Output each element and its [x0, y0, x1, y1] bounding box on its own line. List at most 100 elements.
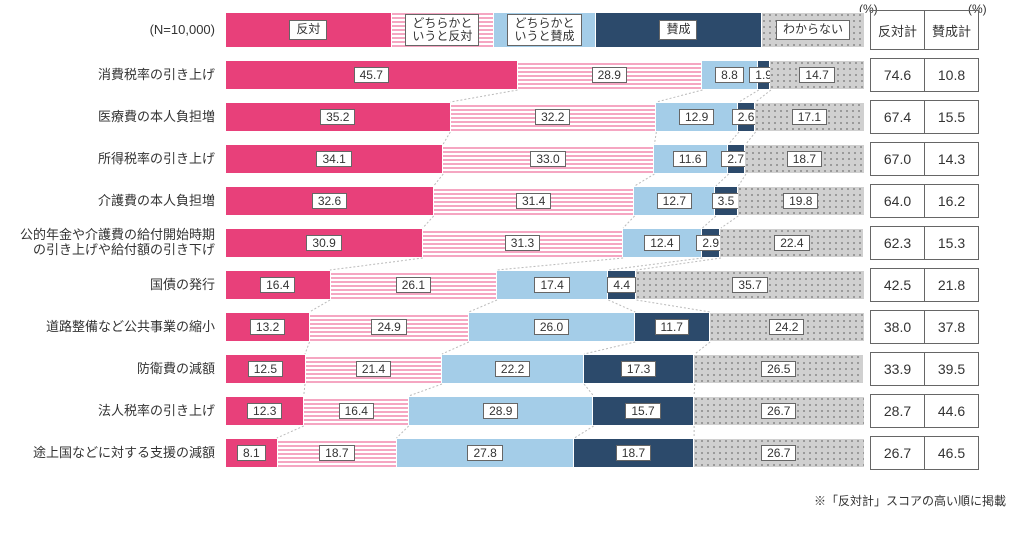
- bar-seg: 19.8: [738, 187, 864, 215]
- total-cell: 44.6: [924, 394, 979, 428]
- total-cell: 28.7: [870, 394, 925, 428]
- total-cell: 14.3: [924, 142, 979, 176]
- bar-seg: 16.4: [226, 271, 331, 299]
- total-cell: 46.5: [924, 436, 979, 470]
- bar-seg: 2.6: [738, 103, 755, 131]
- bar-seg: 34.1: [226, 145, 443, 173]
- legend-label: 反対: [289, 20, 327, 39]
- stacked-bar: 12.316.428.915.726.7: [225, 396, 865, 426]
- bar-seg: 22.2: [442, 355, 584, 383]
- bar-seg: 26.1: [331, 271, 498, 299]
- bar-seg: 26.0: [469, 313, 635, 341]
- stacked-bar: 12.521.422.217.326.5: [225, 354, 865, 384]
- bar-seg: 30.9: [226, 229, 423, 257]
- totals: 74.610.8: [871, 58, 979, 92]
- value-label: 35.7: [732, 277, 767, 293]
- chart-row: 所得税率の引き上げ34.133.011.62.718.767.014.3: [0, 142, 1006, 176]
- legend-row: (N=10,000)反対どちらかというと反対どちらかというと賛成賛成わからない反…: [0, 10, 1006, 50]
- chart-row: 法人税率の引き上げ12.316.428.915.726.728.744.6: [0, 394, 1006, 428]
- bar-seg: 31.4: [434, 187, 634, 215]
- bar-seg: 8.1: [226, 439, 278, 467]
- stacked-bar: 13.224.9 26.0 11.7 24.2: [225, 312, 865, 342]
- value-label: 22.4: [774, 235, 809, 251]
- total-cell: 10.8: [924, 58, 979, 92]
- bar-seg: 12.5: [226, 355, 306, 383]
- bar-seg: 12.3: [226, 397, 304, 425]
- bar-seg: 27.8: [397, 439, 574, 467]
- row-label: 医療費の本人負担増: [0, 110, 225, 125]
- value-label: 8.8: [715, 67, 744, 83]
- bar-seg: 28.9: [409, 397, 593, 425]
- row-label: 法人税率の引き上げ: [0, 404, 225, 419]
- bar-seg: 26.5: [694, 355, 863, 383]
- stacked-bar: 16.4 26.1 17.4 4.4 35.7: [225, 270, 865, 300]
- value-label: 26.7: [761, 445, 796, 461]
- total-cell: 42.5: [870, 268, 925, 302]
- chart-row: 道路整備など公共事業の縮小13.224.926.011.724.238.037.…: [0, 310, 1006, 344]
- totals: 62.315.3: [871, 226, 979, 260]
- row-label: 公的年金や介護費の給付開始時期の引き上げや給付額の引き下げ: [0, 228, 225, 258]
- value-label: 22.2: [495, 361, 530, 377]
- row-label: 防衛費の減額: [0, 362, 225, 377]
- legend-bar: 反対 どちらかというと反対どちらかというと賛成 賛成 わからない: [225, 12, 865, 48]
- bar-seg: 32.2: [451, 103, 656, 131]
- value-label: 26.5: [761, 361, 796, 377]
- bar-seg: 24.2: [710, 313, 864, 341]
- totals: 67.014.3: [871, 142, 979, 176]
- value-label: 27.8: [467, 445, 502, 461]
- chart-row: 公的年金や介護費の給付開始時期の引き上げや給付額の引き下げ30.931.312.…: [0, 226, 1006, 260]
- totals-header-cell: 反対計: [870, 10, 925, 50]
- bar-seg: 24.9: [310, 313, 469, 341]
- total-cell: 15.3: [924, 226, 979, 260]
- bar-seg: 13.2: [226, 313, 310, 341]
- total-cell: 62.3: [870, 226, 925, 260]
- totals: 38.037.8: [871, 310, 979, 344]
- total-cell: 67.4: [870, 100, 925, 134]
- legend-label: どちらかというと反対: [405, 14, 479, 46]
- value-label: 11.7: [655, 319, 689, 335]
- row-label: 所得税率の引き上げ: [0, 152, 225, 167]
- legend-seg-0: 反対: [226, 13, 392, 47]
- total-cell: 74.6: [870, 58, 925, 92]
- value-label: 26.1: [396, 277, 431, 293]
- value-label: 21.4: [356, 361, 391, 377]
- bar-seg: 28.9: [518, 61, 702, 89]
- value-label: 31.3: [505, 235, 540, 251]
- chart-row: 防衛費の減額12.521.422.217.326.533.939.5: [0, 352, 1006, 386]
- bar-seg: 11.6: [654, 145, 728, 173]
- bar-seg: 31.3: [423, 229, 623, 257]
- totals-header: 反対計賛成計: [871, 10, 979, 50]
- bar-seg: 4.4: [608, 271, 636, 299]
- legend-seg-2: どちらかというと賛成: [494, 13, 596, 47]
- legend-label: 賛成: [659, 20, 697, 39]
- value-label: 26.0: [534, 319, 569, 335]
- legend-label: わからない: [776, 20, 850, 39]
- bar-seg: 3.5: [715, 187, 737, 215]
- bar-seg: 45.7: [226, 61, 518, 89]
- totals: 42.521.8: [871, 268, 979, 302]
- row-label: 国債の発行: [0, 278, 225, 293]
- bar-seg: 26.7: [694, 439, 864, 467]
- value-label: 17.4: [534, 277, 569, 293]
- value-label: 14.7: [799, 67, 834, 83]
- value-label: 18.7: [616, 445, 651, 461]
- chart-row: 消費税率の引き上げ45.728.98.81.914.774.610.8: [0, 58, 1006, 92]
- bar-seg: 12.7: [634, 187, 715, 215]
- bar-seg: 17.4: [497, 271, 608, 299]
- legend-seg-1: どちらかというと反対: [392, 13, 494, 47]
- bar-seg: 21.4: [306, 355, 443, 383]
- stacked-bar: 35.232.212.92.617.1: [225, 102, 865, 132]
- bar-seg: 2.9: [702, 229, 721, 257]
- total-cell: 26.7: [870, 436, 925, 470]
- value-label: 17.1: [792, 109, 827, 125]
- stacked-bar: 45.728.98.81.914.7: [225, 60, 865, 90]
- stacked-bar: 34.133.011.62.718.7: [225, 144, 865, 174]
- total-cell: 38.0: [870, 310, 925, 344]
- total-cell: 39.5: [924, 352, 979, 386]
- legend-label: どちらかというと賛成: [507, 14, 581, 46]
- value-label: 15.7: [625, 403, 660, 419]
- stacked-bar-chart: (%) (%) (N=10,000)反対どちらかというと反対どちらかというと賛成…: [0, 0, 1024, 488]
- legend-seg-3: 賛成: [596, 13, 762, 47]
- chart-row: 国債の発行16.4 26.1 17.4 4.4 35.7 42.521.8: [0, 268, 1006, 302]
- legend-seg-4: わからない: [762, 13, 864, 47]
